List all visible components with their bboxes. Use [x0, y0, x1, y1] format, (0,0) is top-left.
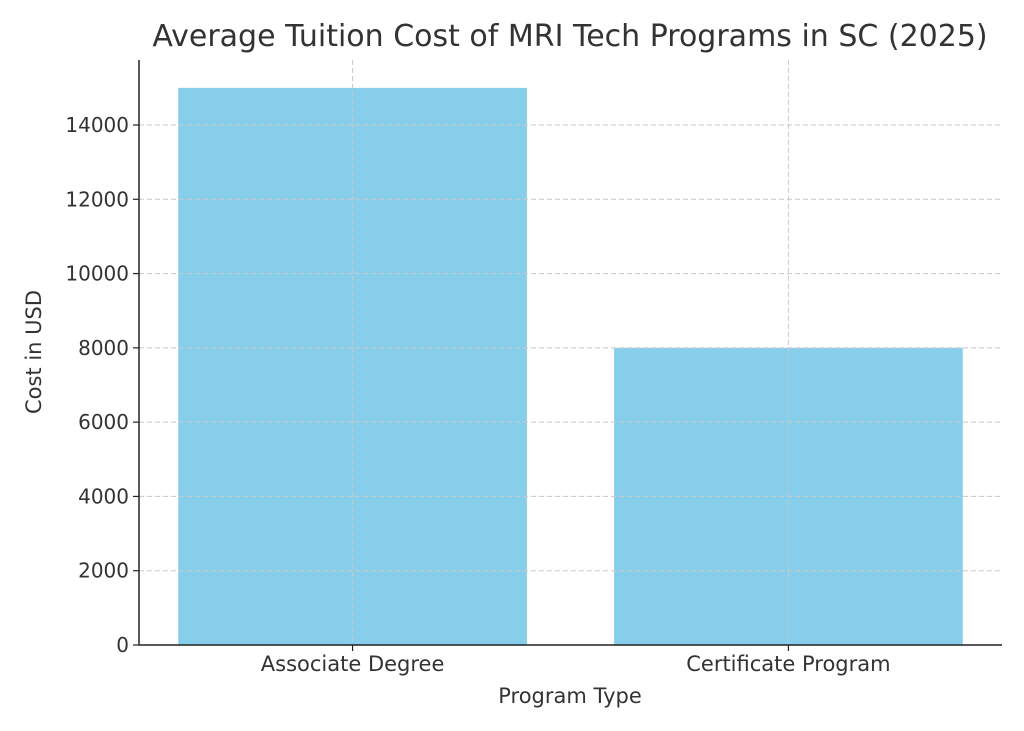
- y-tick-label: 8000: [78, 336, 129, 360]
- y-tick-label: 0: [116, 633, 129, 657]
- x-tick-label: Associate Degree: [261, 652, 445, 676]
- y-tick-label: 10000: [65, 262, 129, 286]
- x-tick-label: Certificate Program: [686, 652, 890, 676]
- y-tick-label: 6000: [78, 410, 129, 434]
- y-tick-label: 2000: [78, 559, 129, 583]
- x-axis-label: Program Type: [498, 684, 642, 708]
- y-tick-label: 14000: [65, 113, 129, 137]
- y-tick-label: 4000: [78, 484, 129, 508]
- chart-title: Average Tuition Cost of MRI Tech Program…: [152, 19, 987, 54]
- y-axis-label: Cost in USD: [22, 290, 46, 414]
- y-tick-label: 12000: [65, 187, 129, 211]
